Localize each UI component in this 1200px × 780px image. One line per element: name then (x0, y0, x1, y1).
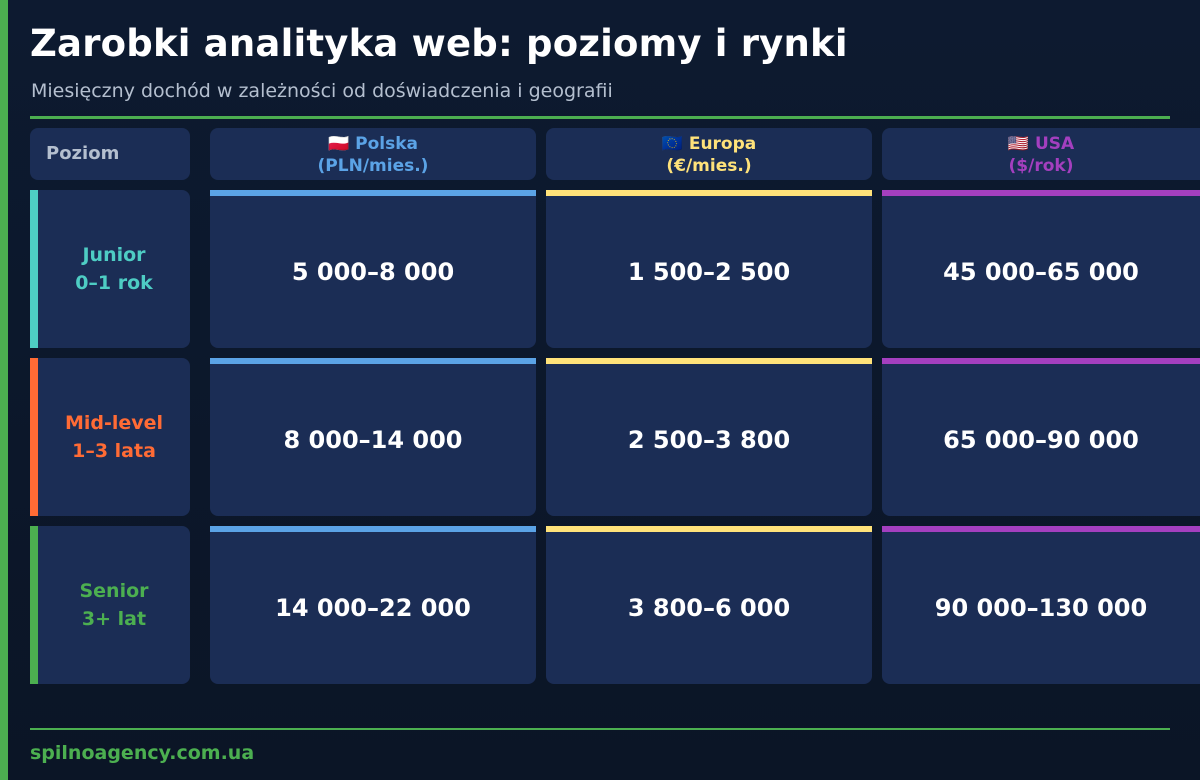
salary-cell-mid-usa: 65 000–90 000 (882, 358, 1200, 516)
column-header-europe-title: 🇪🇺 Europa (546, 133, 872, 155)
column-header-usa-unit: ($/rok) (1008, 156, 1074, 176)
salary-cell-senior-usa: 90 000–130 000 (882, 526, 1200, 684)
column-header-poland-title: 🇵🇱 Polska (210, 133, 536, 155)
row-level-experience: 1–3 lata (72, 440, 156, 462)
salary-cell-mid-poland: 8 000–14 000 (210, 358, 536, 516)
row-level-experience: 0–1 rok (75, 272, 153, 294)
page-title: Zarobki analityka web: poziomy i rynki (30, 22, 848, 65)
column-header-usa: 🇺🇸 USA ($/rok) (882, 128, 1200, 180)
left-accent-bar (0, 0, 8, 780)
eu-flag-icon: 🇪🇺 (661, 134, 683, 154)
salary-cell-junior-poland: 5 000–8 000 (210, 190, 536, 348)
column-header-poland-name: Polska (355, 134, 418, 154)
poland-flag-icon: 🇵🇱 (328, 134, 350, 154)
level-column-header: Poziom (30, 128, 190, 180)
salary-cell-junior-usa: 45 000–65 000 (882, 190, 1200, 348)
row-label-mid-level: Mid-level 1–3 lata (30, 358, 190, 516)
row-level-name: Mid-level (64, 412, 164, 434)
column-header-poland: 🇵🇱 Polska (PLN/mies.) (210, 128, 536, 180)
page-subtitle: Miesięczny dochód w zależności od doświa… (31, 80, 613, 102)
salary-cell-senior-europe: 3 800–6 000 (546, 526, 872, 684)
column-header-usa-name: USA (1034, 134, 1075, 154)
row-level-experience: 3+ lat (81, 608, 147, 630)
column-header-poland-unit: (PLN/mies.) (317, 156, 429, 176)
column-header-europe-unit: (€/mies.) (666, 156, 752, 176)
usa-flag-icon: 🇺🇸 (1007, 134, 1030, 154)
salary-cell-junior-europe: 1 500–2 500 (546, 190, 872, 348)
salary-cell-senior-poland: 14 000–22 000 (210, 526, 536, 684)
header-divider (30, 116, 1170, 119)
row-label-junior: Junior 0–1 rok (30, 190, 190, 348)
column-header-europe: 🇪🇺 Europa (€/mies.) (546, 128, 872, 180)
footer-site-link[interactable]: spilnoagency.com.ua (30, 742, 255, 764)
salary-cell-mid-europe: 2 500–3 800 (546, 358, 872, 516)
column-header-europe-name: Europa (688, 134, 757, 154)
footer-divider (30, 728, 1170, 730)
row-label-senior: Senior 3+ lat (30, 526, 190, 684)
column-header-usa-title: 🇺🇸 USA (882, 133, 1200, 155)
row-level-name: Senior (79, 580, 149, 602)
row-level-name: Junior (82, 244, 146, 266)
